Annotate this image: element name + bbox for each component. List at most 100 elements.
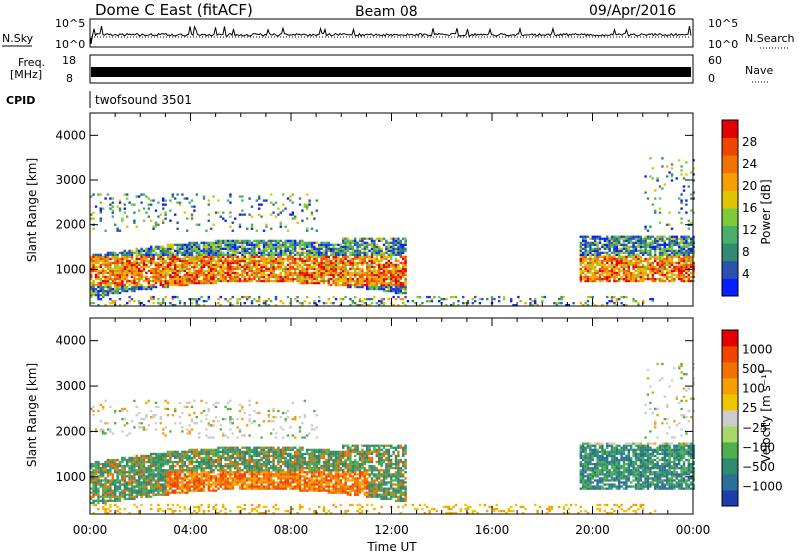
echo-cell xyxy=(140,265,143,269)
echo-cell xyxy=(183,302,186,305)
echo-cell xyxy=(140,253,143,256)
echo-cell xyxy=(428,300,431,303)
echo-cell xyxy=(685,249,688,252)
echo-cell xyxy=(308,249,311,252)
echo-cell xyxy=(634,249,638,252)
echo-cell xyxy=(598,263,602,267)
echo-cell xyxy=(92,491,95,494)
echo-cell xyxy=(222,277,225,281)
echo-cell xyxy=(118,479,122,482)
echo-cell xyxy=(315,281,318,285)
echo-cell xyxy=(558,302,561,305)
echo-cell xyxy=(315,249,318,252)
echo-cell xyxy=(279,257,282,261)
echo-cell xyxy=(627,275,630,279)
echo-cell xyxy=(289,255,292,258)
echo-cell xyxy=(150,477,153,480)
echo-cell xyxy=(171,281,174,285)
echo-cell xyxy=(231,229,234,232)
echo-cell xyxy=(286,267,290,271)
echo-cell xyxy=(140,493,143,496)
echo-cell xyxy=(318,300,321,303)
echo-cell xyxy=(109,271,112,275)
echo-cell xyxy=(682,243,686,246)
echo-cell xyxy=(613,239,616,242)
echo-cell xyxy=(111,460,114,464)
echo-cell xyxy=(99,271,102,275)
echo-cell xyxy=(162,491,165,494)
echo-cell xyxy=(618,247,621,250)
echo-cell xyxy=(243,275,246,279)
echo-cell xyxy=(178,452,182,456)
echo-cell xyxy=(176,283,179,287)
echo-cell xyxy=(270,245,273,248)
echo-cell xyxy=(272,203,275,206)
echo-cell xyxy=(219,269,222,273)
echo-cell xyxy=(145,493,148,496)
echo-cell xyxy=(692,275,695,279)
echo-cell xyxy=(135,251,138,254)
echo-cell xyxy=(687,245,690,248)
echo-cell xyxy=(282,302,285,305)
echo-cell xyxy=(327,265,330,269)
echo-cell xyxy=(111,261,114,265)
echo-cell xyxy=(118,493,122,496)
echo-cell xyxy=(138,281,141,285)
echo-cell xyxy=(668,257,671,261)
echo-cell xyxy=(685,275,688,279)
echo-cell xyxy=(404,241,407,244)
echo-cell xyxy=(106,428,110,431)
echo-cell xyxy=(651,241,654,244)
echo-cell xyxy=(176,249,179,252)
echo-cell xyxy=(150,199,153,202)
echo-cell xyxy=(277,241,280,244)
echo-cell xyxy=(174,475,177,478)
echo-cell xyxy=(303,203,306,206)
echo-cell xyxy=(186,428,189,431)
echo-cell xyxy=(246,257,249,261)
echo-cell xyxy=(207,243,210,246)
echo-cell xyxy=(327,249,330,252)
echo-cell xyxy=(142,255,146,258)
echo-cell xyxy=(598,273,602,277)
echo-cell xyxy=(632,300,635,303)
echo-cell xyxy=(291,245,294,248)
echo-cell xyxy=(642,273,645,277)
echo-cell xyxy=(181,489,184,492)
echo-cell xyxy=(109,465,112,468)
echo-cell xyxy=(102,493,105,496)
echo-cell xyxy=(186,405,189,409)
echo-cell xyxy=(260,241,263,244)
echo-cell xyxy=(226,241,230,244)
echo-cell xyxy=(610,239,614,242)
echo-cell xyxy=(404,243,407,246)
echo-cell xyxy=(183,243,186,246)
colorbar-segment xyxy=(722,225,738,244)
echo-cell xyxy=(601,237,604,240)
echo-cell xyxy=(166,273,170,277)
echo-cell xyxy=(685,279,688,283)
echo-cell xyxy=(582,261,585,265)
echo-cell xyxy=(92,479,95,482)
echo-cell xyxy=(186,243,189,246)
echo-cell xyxy=(246,273,249,277)
echo-cell xyxy=(606,255,609,258)
echo-cell xyxy=(176,243,179,246)
echo-cell xyxy=(282,257,285,261)
echo-cell xyxy=(138,460,141,464)
echo-cell xyxy=(366,273,369,277)
echo-cell xyxy=(140,485,143,488)
echo-cell xyxy=(102,285,105,289)
echo-cell xyxy=(202,275,206,279)
echo-cell xyxy=(642,243,645,246)
echo-cell xyxy=(162,245,165,248)
echo-cell xyxy=(176,460,179,464)
echo-cell xyxy=(212,241,215,244)
echo-cell xyxy=(315,271,318,275)
echo-cell xyxy=(169,259,172,263)
echo-cell xyxy=(150,271,153,275)
echo-cell xyxy=(332,267,335,271)
echo-cell xyxy=(178,456,182,460)
echo-cell xyxy=(164,281,167,285)
echo-cell xyxy=(678,249,681,252)
